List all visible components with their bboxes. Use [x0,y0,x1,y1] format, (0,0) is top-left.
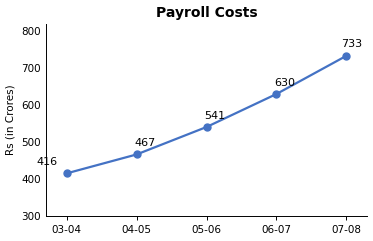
Text: 416: 416 [37,157,58,167]
Y-axis label: Rs (in Crores): Rs (in Crores) [6,85,16,155]
Text: 467: 467 [134,138,156,148]
Title: Payroll Costs: Payroll Costs [156,6,257,20]
Text: 630: 630 [274,78,295,88]
Text: 541: 541 [204,111,225,121]
Text: 733: 733 [341,40,363,49]
